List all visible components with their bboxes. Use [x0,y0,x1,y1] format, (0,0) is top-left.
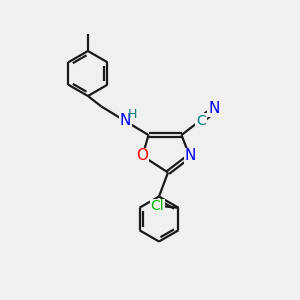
Text: N: N [120,113,131,128]
Text: N: N [208,101,220,116]
Text: N: N [184,148,196,164]
Text: H: H [127,108,137,122]
Text: O: O [136,148,148,164]
Text: Cl: Cl [151,199,164,213]
Text: C: C [196,114,206,128]
